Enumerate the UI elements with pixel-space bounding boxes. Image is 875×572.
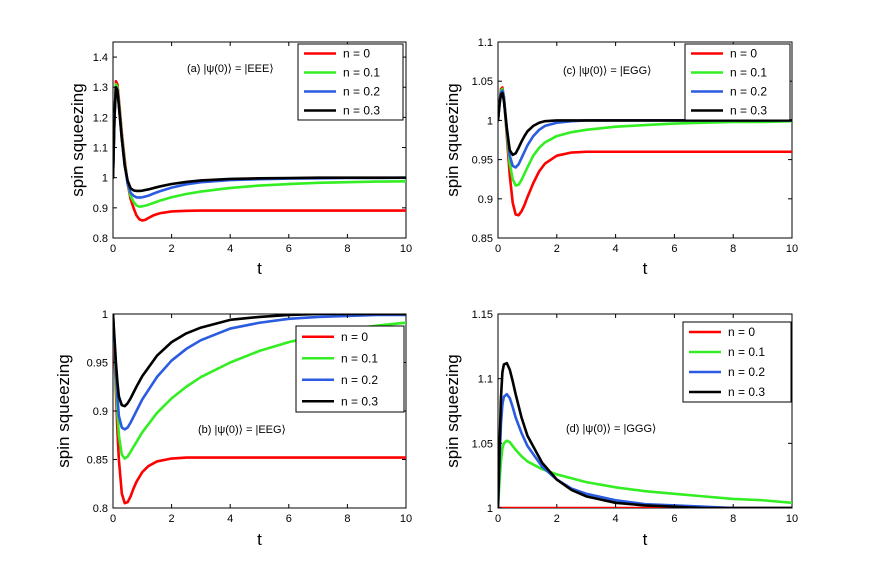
x-tick-label: 4 <box>613 513 619 525</box>
y-tick-label: 0.85 <box>472 233 493 245</box>
legend-label-1: n = 0.1 <box>343 66 380 80</box>
series-line-3 <box>498 361 792 508</box>
y-tick-label: 1.15 <box>472 309 493 321</box>
y-axis-label: spin squeezing <box>443 354 462 467</box>
legend-label-0: n = 0 <box>343 47 370 61</box>
legend-label-2: n = 0.2 <box>728 365 765 379</box>
x-tick-label: 0 <box>110 513 116 525</box>
series-line-2 <box>113 314 406 431</box>
x-tick-label: 0 <box>495 243 501 255</box>
x-tick-label: 2 <box>554 243 560 255</box>
y-tick-label: 1.05 <box>472 438 493 450</box>
x-tick-label: 8 <box>730 243 736 255</box>
y-tick-label: 0.8 <box>93 503 108 515</box>
x-tick-label: 6 <box>286 513 292 525</box>
x-tick-label: 4 <box>613 243 619 255</box>
legend-label-1: n = 0.1 <box>728 345 765 359</box>
panel-d: spin squeezing t (d) |ψ(0)⟩ = |GGG⟩ 0 2 4 6… <box>443 309 798 549</box>
x-tick-label: 8 <box>344 243 350 255</box>
series-line-3 <box>498 91 792 157</box>
panel-b: spin squeezing t (b) |ψ(0)⟩ = |EEG⟩ 0 2 4 6… <box>54 309 412 549</box>
x-tick-label: 4 <box>227 243 233 255</box>
x-tick-label: 10 <box>786 513 798 525</box>
panel-annotation: (b) |ψ(0)⟩ = |EEG⟩ <box>198 424 286 436</box>
y-tick-label: 0.9 <box>93 406 108 418</box>
panel-annotation: (c) |ψ(0)⟩ = |EGG⟩ <box>563 65 651 77</box>
legend-box <box>295 325 405 413</box>
y-tick-label: 1.1 <box>93 143 108 155</box>
x-tick-label: 8 <box>344 513 350 525</box>
legend-label-0: n = 0 <box>728 325 755 339</box>
legend-label-3: n = 0.3 <box>728 385 765 399</box>
panel-annotation: (d) |ψ(0)⟩ = |GGG⟩ <box>566 423 656 435</box>
legend-label-1: n = 0.1 <box>341 351 378 365</box>
y-tick-label: 0.85 <box>87 455 108 467</box>
legend-label-2: n = 0.2 <box>343 85 380 99</box>
legend-label-1: n = 0.1 <box>730 66 767 80</box>
series-line-1 <box>498 439 792 508</box>
legend-box <box>297 43 404 121</box>
legend-label-2: n = 0.2 <box>730 85 767 99</box>
x-axis-label: t <box>643 530 648 549</box>
y-tick-label: 0.8 <box>93 233 108 245</box>
y-tick-label: 1 <box>102 309 108 321</box>
legend-label-3: n = 0.3 <box>341 394 378 408</box>
y-tick-label: 1.1 <box>478 374 493 386</box>
legend-box <box>684 43 791 121</box>
x-tick-label: 10 <box>400 243 412 255</box>
legend-label-3: n = 0.3 <box>343 104 380 118</box>
y-tick-label: 0.95 <box>472 155 493 167</box>
x-tick-label: 10 <box>400 513 412 525</box>
x-tick-label: 6 <box>671 513 677 525</box>
legend-label-0: n = 0 <box>730 47 757 61</box>
x-axis-label: t <box>257 259 262 278</box>
legend-label-3: n = 0.3 <box>730 104 767 118</box>
y-tick-label: 1 <box>487 503 493 515</box>
x-tick-label: 0 <box>110 243 116 255</box>
x-tick-label: 2 <box>169 243 175 255</box>
y-tick-label: 1.2 <box>93 112 108 124</box>
series-line-3 <box>113 314 406 408</box>
y-axis-label: spin squeezing <box>443 83 462 196</box>
y-tick-label: 0.9 <box>93 203 108 215</box>
x-axis-label: t <box>643 259 648 278</box>
series-lines <box>113 79 406 222</box>
y-axis-label: spin squeezing <box>68 83 87 196</box>
y-tick-label: 1.05 <box>472 76 493 88</box>
legend-label-2: n = 0.2 <box>341 373 378 387</box>
x-tick-label: 6 <box>671 243 677 255</box>
legend: n = 0 n = 0.1 n = 0.2 n = 0.3 <box>297 43 404 121</box>
panel-c: spin squeezing t (c) |ψ(0)⟩ = |EGG⟩ 0 2 4 6… <box>443 37 798 278</box>
x-tick-label: 4 <box>227 513 233 525</box>
y-tick-label: 0.95 <box>87 358 108 370</box>
x-axis-label: t <box>257 530 262 549</box>
x-tick-label: 6 <box>286 243 292 255</box>
legend-label-0: n = 0 <box>341 330 368 344</box>
x-tick-label: 2 <box>169 513 175 525</box>
y-tick-label: 1.1 <box>478 37 493 49</box>
y-tick-label: 0.9 <box>478 194 493 206</box>
series-lines <box>498 86 792 217</box>
y-tick-label: 1.3 <box>93 82 108 94</box>
series-line-3 <box>113 85 406 193</box>
x-tick-label: 2 <box>554 513 560 525</box>
x-tick-label: 8 <box>730 513 736 525</box>
y-tick-label: 1.4 <box>93 52 108 64</box>
panel-annotation: (a) |ψ(0)⟩ = |EEE⟩ <box>187 63 274 75</box>
x-tick-label: 0 <box>495 513 501 525</box>
legend-box <box>682 321 792 403</box>
series-line-0 <box>113 314 406 505</box>
y-tick-label: 1 <box>102 173 108 185</box>
legend: n = 0 n = 0.1 n = 0.2 n = 0.3 <box>684 43 791 121</box>
panel-a: spin squeezing t (a) |ψ(0)⟩ = |EEE⟩ 0 2 4 6… <box>68 41 412 278</box>
y-tick-label: 1 <box>487 115 493 127</box>
legend: n = 0 n = 0.1 n = 0.2 n = 0.3 <box>682 321 792 403</box>
x-tick-label: 10 <box>786 243 798 255</box>
series-lines <box>498 361 792 508</box>
y-axis-label: spin squeezing <box>54 354 73 467</box>
legend: n = 0 n = 0.1 n = 0.2 n = 0.3 <box>295 325 405 413</box>
